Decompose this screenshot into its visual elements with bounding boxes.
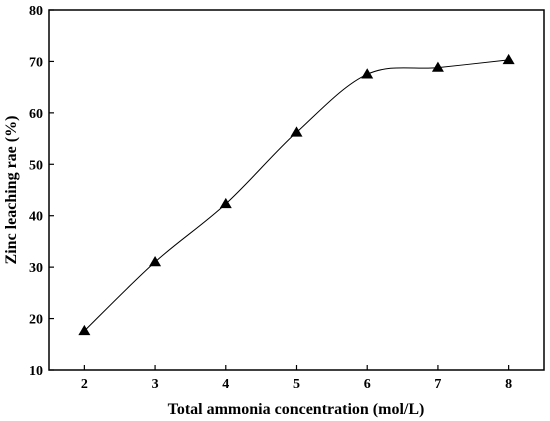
y-tick-label: 30 xyxy=(29,261,43,276)
y-tick-label: 40 xyxy=(29,210,43,225)
data-point-triangle xyxy=(290,126,303,137)
x-tick-label: 8 xyxy=(505,377,512,392)
x-tick-label: 4 xyxy=(222,377,229,392)
x-axis-ticks: 2 3 4 5 6 7 8 xyxy=(81,365,512,392)
x-tick-label: 2 xyxy=(81,377,88,392)
y-tick-label: 60 xyxy=(29,107,43,122)
data-point-triangle xyxy=(149,256,162,267)
data-point-triangle xyxy=(431,61,444,72)
data-point-triangle xyxy=(78,324,91,336)
y-tick-label: 10 xyxy=(29,364,43,379)
x-tick-label: 3 xyxy=(152,377,159,392)
fit-curve xyxy=(84,59,509,332)
y-tick-label: 20 xyxy=(29,313,43,328)
x-tick-label: 5 xyxy=(293,377,300,392)
y-axis-title: Zinc leaching rae (%) xyxy=(3,116,20,265)
y-axis-ticks: 10 20 30 40 50 60 70 80 xyxy=(29,4,54,379)
y-tick-label: 80 xyxy=(29,4,43,19)
y-tick-label: 70 xyxy=(29,55,43,70)
y-tick-label: 50 xyxy=(29,158,43,173)
series-layer xyxy=(78,53,515,336)
x-tick-label: 6 xyxy=(364,377,371,392)
data-point-triangle xyxy=(219,197,232,209)
x-tick-label: 7 xyxy=(434,377,441,392)
data-point-triangle xyxy=(502,53,515,65)
data-point-triangle xyxy=(361,68,374,79)
x-axis-title: Total ammonia concentration (mol/L) xyxy=(168,401,425,418)
